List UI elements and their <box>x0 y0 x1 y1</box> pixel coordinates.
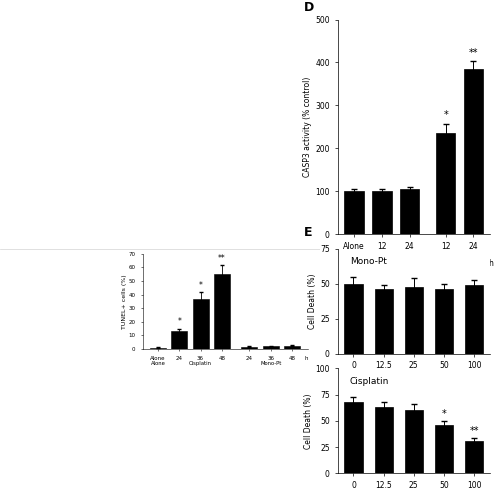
Text: Mono-Pt: Mono-Pt <box>350 257 387 266</box>
Text: Cisplatin: Cisplatin <box>350 377 389 386</box>
Text: **: ** <box>218 254 226 263</box>
Text: **: ** <box>470 426 479 436</box>
Text: *: * <box>442 409 446 419</box>
Text: D: D <box>304 1 314 14</box>
Bar <box>465 441 483 473</box>
Bar <box>465 285 483 354</box>
Y-axis label: TUNEL+ cells (%): TUNEL+ cells (%) <box>122 274 127 328</box>
Bar <box>344 284 362 354</box>
Text: *: * <box>178 318 181 326</box>
Bar <box>344 191 364 234</box>
Bar <box>263 346 278 349</box>
Text: Mono-Pt: Mono-Pt <box>260 361 281 366</box>
Y-axis label: Cell Death (%): Cell Death (%) <box>304 393 312 448</box>
Bar <box>404 286 423 354</box>
Bar <box>372 191 392 234</box>
Text: Cisplatin: Cisplatin <box>189 361 212 366</box>
Bar <box>150 347 166 349</box>
Y-axis label: CASP3 activity (% control): CASP3 activity (% control) <box>304 77 312 177</box>
Bar <box>192 299 208 349</box>
Bar <box>344 402 362 473</box>
Text: E: E <box>304 226 312 239</box>
Text: **: ** <box>468 48 478 58</box>
Bar <box>435 289 453 354</box>
Text: Cisplatin: Cisplatin <box>444 274 474 280</box>
Bar <box>464 69 483 234</box>
Text: h: h <box>305 356 308 361</box>
Bar <box>172 331 187 349</box>
Bar <box>400 189 419 234</box>
Bar <box>374 289 392 354</box>
Bar <box>214 274 230 349</box>
Bar <box>436 133 456 234</box>
Text: Alone: Alone <box>150 361 166 366</box>
Bar <box>404 410 423 473</box>
Bar <box>435 425 453 473</box>
Text: Alone: Alone <box>344 274 364 280</box>
Text: Mono-Pt: Mono-Pt <box>382 274 410 280</box>
Bar <box>242 347 258 349</box>
X-axis label: zVAD.fmk (μM): zVAD.fmk (μM) <box>386 373 442 382</box>
Text: *: * <box>444 110 448 121</box>
Text: *: * <box>198 281 202 290</box>
Bar <box>374 407 392 473</box>
Text: h: h <box>488 260 494 268</box>
Bar <box>284 346 300 349</box>
Y-axis label: Cell Death (%): Cell Death (%) <box>308 274 318 329</box>
